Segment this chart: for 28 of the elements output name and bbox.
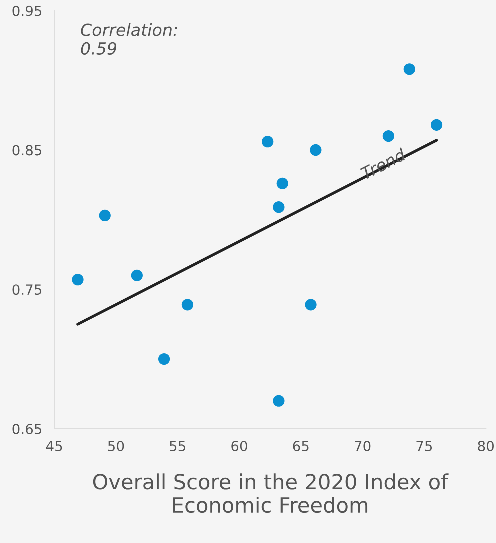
point <box>158 353 170 366</box>
point <box>99 210 111 222</box>
y-tick-label: 0.95 <box>12 6 42 16</box>
point <box>262 136 274 148</box>
y-tick-label: 0.65 <box>12 424 42 434</box>
point <box>273 395 285 407</box>
x-axis-title: Overall Score in the 2020 Index of Economic Freedom <box>93 474 449 514</box>
x-tick-label: 80 <box>478 441 494 452</box>
point <box>310 144 322 156</box>
y-tick-label: 0.75 <box>12 284 42 296</box>
point <box>305 299 317 311</box>
point <box>131 270 143 282</box>
y-tick-label: 0.85 <box>12 145 42 156</box>
point <box>273 202 285 214</box>
point <box>182 299 194 311</box>
x-tick-label: 75 <box>416 441 432 452</box>
point <box>72 274 84 286</box>
x-tick-label: 60 <box>232 441 248 452</box>
x-tick-label: 70 <box>355 441 371 452</box>
x-tick-label: 55 <box>170 441 186 452</box>
point <box>382 130 394 142</box>
annotation: Correlation: 0.59 <box>81 23 178 55</box>
point <box>404 64 416 76</box>
x-tick-label: 50 <box>108 441 124 452</box>
point <box>430 119 443 131</box>
x-tick-label: 65 <box>293 441 309 452</box>
x-tick-label: 45 <box>46 441 62 452</box>
point <box>276 178 288 190</box>
